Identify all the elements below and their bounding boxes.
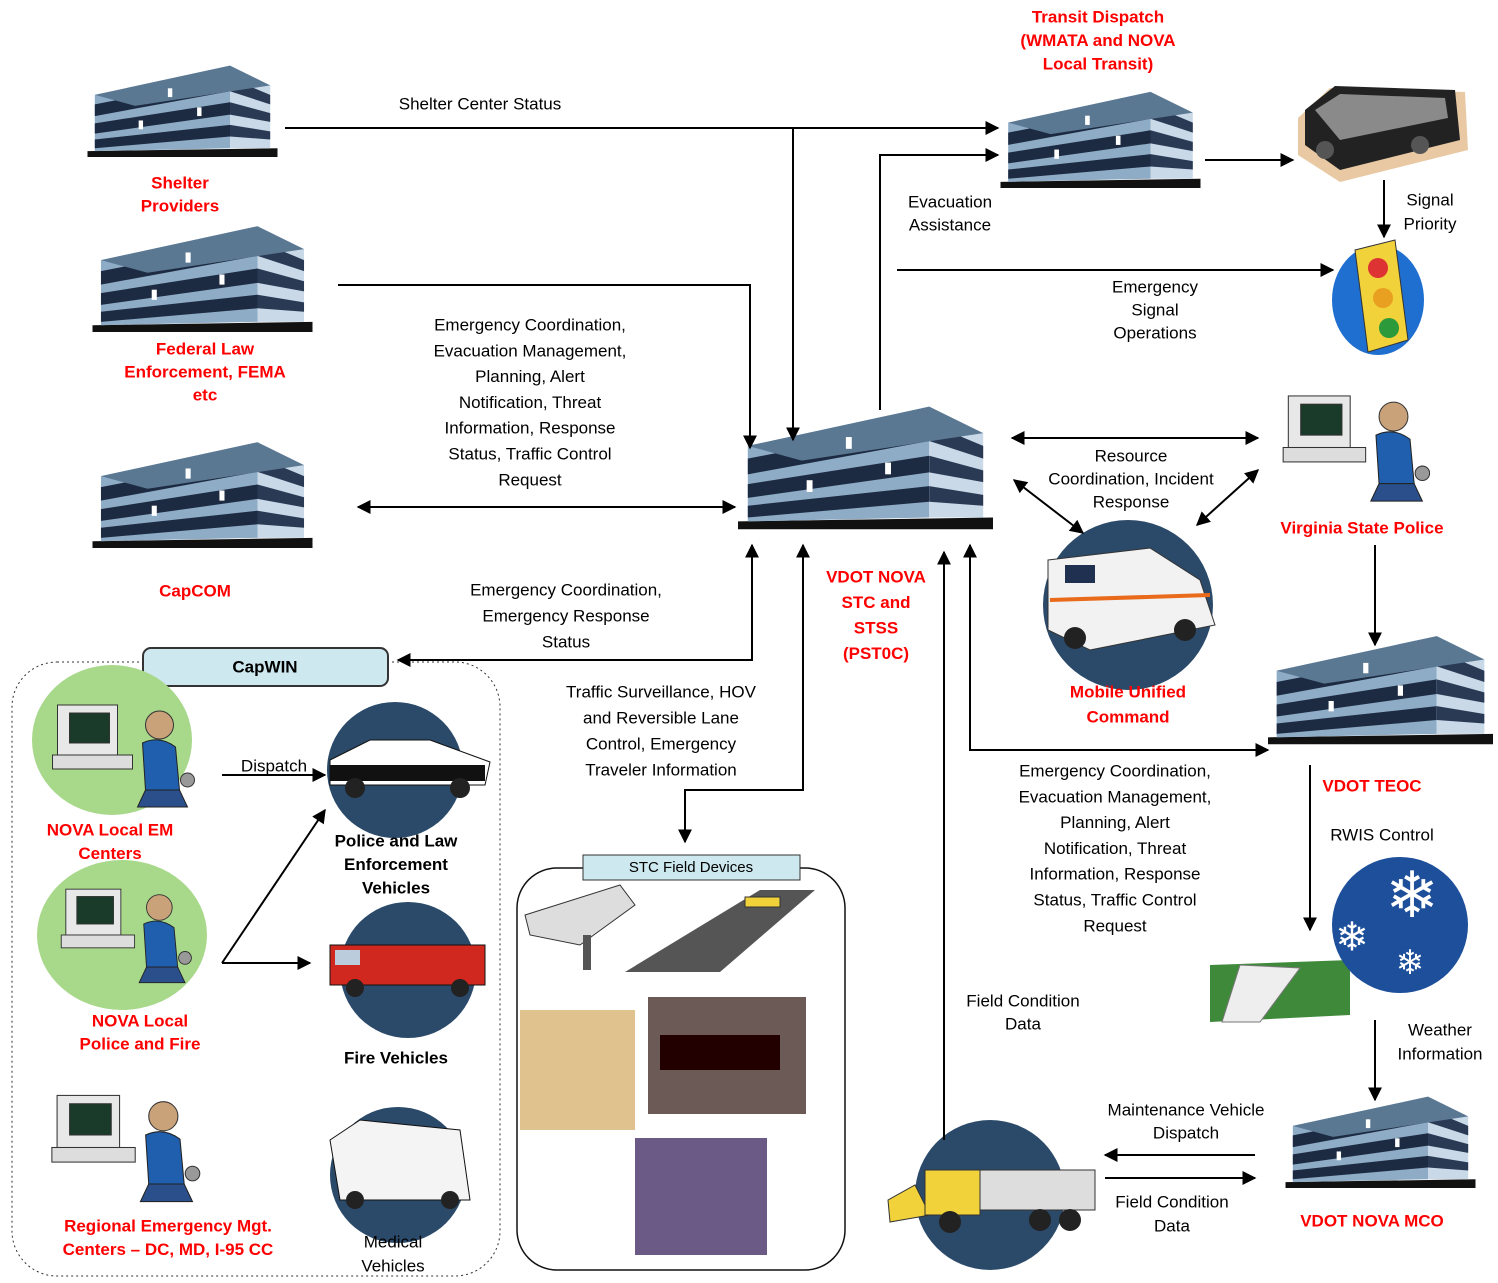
- node-label: VDOT NOVA MCO: [1300, 1211, 1444, 1230]
- edge-label: Request: [498, 470, 562, 489]
- building-mco: [1286, 1097, 1476, 1188]
- edge-label: Field Condition: [1115, 1192, 1228, 1211]
- edge-label: Traveler Information: [585, 760, 736, 779]
- traffic-signal-icon: [1332, 240, 1424, 355]
- node-label: VDOT NOVA: [826, 567, 926, 586]
- node-label: Mobile Unified: [1070, 682, 1186, 701]
- node-label: Centers: [78, 844, 141, 863]
- page: ❄ ❄ ❄ CapWIN STC Field Devices Shelter Pr…: [0, 0, 1498, 1283]
- snowflake: ❄: [1385, 859, 1439, 931]
- node-label: Local Transit): [1043, 54, 1154, 73]
- node-label: Providers: [141, 196, 219, 215]
- node-label: Command: [1086, 707, 1169, 726]
- node-label: Enforcement: [344, 855, 448, 874]
- edge-label: Response: [1093, 492, 1170, 511]
- node-label: Police and Fire: [80, 1034, 201, 1053]
- edge-label: Shelter Center Status: [399, 94, 562, 113]
- node-label: Police and Law: [335, 831, 459, 850]
- edge-label: Emergency Coordination,: [434, 315, 626, 334]
- capwin-title: CapWIN: [232, 657, 297, 676]
- edge-label: Data: [1005, 1014, 1041, 1033]
- node-label: CapCOM: [159, 581, 231, 600]
- node-label: STC and: [842, 593, 911, 612]
- edge-label: Control, Emergency: [586, 734, 737, 753]
- edge-label: Request: [1083, 916, 1147, 935]
- edge-label: Priority: [1404, 214, 1457, 233]
- edge-label: Dispatch: [241, 756, 307, 775]
- edge-label: Status, Traffic Control: [448, 444, 611, 463]
- edge-label: Maintenance Vehicle: [1108, 1100, 1265, 1119]
- edge-label: Signal: [1131, 300, 1178, 319]
- edge-label: Notification, Threat: [1044, 839, 1187, 858]
- node-label: STSS: [854, 618, 898, 637]
- node-label: (WMATA and NOVA: [1020, 31, 1175, 50]
- snowflake: ❄: [1396, 944, 1425, 982]
- node-label: Regional Emergency Mgt.: [64, 1216, 272, 1235]
- edge-label: Information: [1397, 1044, 1482, 1063]
- edge-label: Information, Response: [444, 419, 615, 438]
- edge-label: Emergency: [1112, 277, 1198, 296]
- building-stc: [738, 407, 993, 530]
- weather-icon: ❄ ❄ ❄: [1210, 857, 1468, 1022]
- edge-label: Operations: [1113, 323, 1196, 342]
- building-transit: [1001, 92, 1201, 188]
- building-shelter: [88, 66, 278, 157]
- connector-arrow: [222, 810, 325, 963]
- node-label: Federal Law: [156, 339, 255, 358]
- node-label: Fire Vehicles: [344, 1048, 448, 1067]
- edge-label: Emergency Response: [482, 606, 649, 625]
- edge-label: Emergency Coordination,: [470, 580, 662, 599]
- edge-label: Resource: [1095, 446, 1168, 465]
- snowflake: ❄: [1335, 916, 1369, 960]
- edge-label: Field Condition: [966, 991, 1079, 1010]
- node-label: Virginia State Police: [1280, 518, 1443, 537]
- field-devices-title: STC Field Devices: [629, 859, 753, 876]
- plow-truck-icon: [888, 1120, 1095, 1270]
- edge-label: RWIS Control: [1330, 825, 1434, 844]
- edge-label: Emergency Coordination,: [1019, 761, 1211, 780]
- edge-label: Traffic Surveillance, HOV: [566, 682, 757, 701]
- node-label: Transit Dispatch: [1032, 7, 1164, 26]
- node-label: etc: [193, 385, 218, 404]
- edge-label: and Reversible Lane: [583, 708, 739, 727]
- node-label: Shelter: [151, 173, 209, 192]
- node-label: (PST0C): [843, 644, 909, 663]
- edge-label: Evacuation Management,: [434, 341, 627, 360]
- regional-icon: [52, 1095, 200, 1201]
- building-capcom: [93, 442, 313, 548]
- edge-label: Assistance: [909, 215, 991, 234]
- edge-label: Weather: [1408, 1020, 1472, 1039]
- fire-truck-icon: [330, 902, 485, 1038]
- mobile-command-icon: [1043, 520, 1215, 690]
- edge-label: Status: [542, 632, 590, 651]
- edge-label: Dispatch: [1153, 1123, 1219, 1142]
- building-teoc: [1268, 636, 1493, 744]
- edge-label: Information, Response: [1029, 865, 1200, 884]
- node-label: Vehicles: [361, 1256, 424, 1275]
- edge-label: Status, Traffic Control: [1033, 890, 1196, 909]
- edge-label: Coordination, Incident: [1048, 469, 1214, 488]
- edge-label: Notification, Threat: [459, 393, 602, 412]
- node-label: Enforcement, FEMA: [124, 362, 286, 381]
- edge-label: Data: [1154, 1216, 1190, 1235]
- edge-label: Evacuation: [908, 192, 992, 211]
- node-label: NOVA Local: [92, 1011, 188, 1030]
- edge-label: Signal: [1406, 190, 1453, 209]
- node-label: Medical: [364, 1232, 423, 1251]
- building-federal: [93, 226, 313, 332]
- edge-label: Planning, Alert: [475, 367, 585, 386]
- node-label: VDOT TEOC: [1322, 776, 1421, 795]
- police-car-icon: [327, 702, 490, 838]
- node-label: Vehicles: [362, 878, 430, 897]
- ambulance-icon: [330, 1107, 470, 1243]
- edge-label: Planning, Alert: [1060, 813, 1170, 832]
- bus-icon: [1298, 86, 1468, 182]
- node-label: NOVA Local EM: [47, 820, 174, 839]
- vsp-operator-icon: [1283, 396, 1429, 501]
- node-label: Centers – DC, MD, I-95 CC: [63, 1240, 274, 1259]
- field-devices-icons: [520, 885, 815, 1255]
- diagram: ❄ ❄ ❄ CapWIN STC Field Devices Shelter Pr…: [0, 0, 1498, 1283]
- edge-label: Evacuation Management,: [1019, 787, 1212, 806]
